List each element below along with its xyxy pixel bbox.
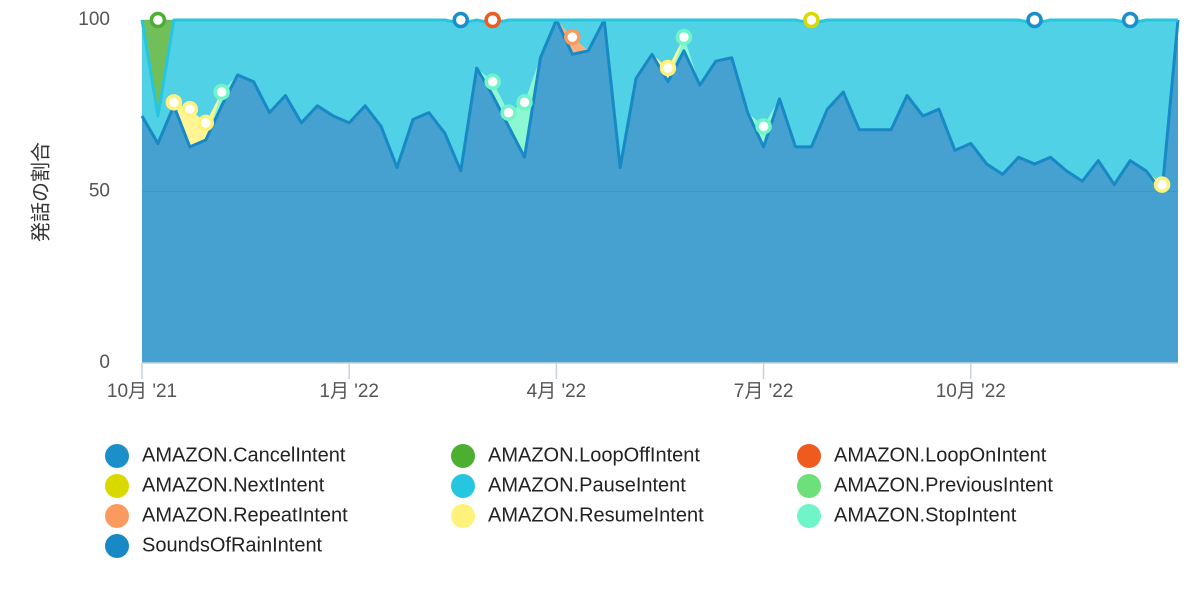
point-marker bbox=[675, 28, 693, 46]
legend-swatch bbox=[105, 474, 129, 498]
x-tick-label: 10月 '21 bbox=[107, 381, 177, 402]
legend-swatch bbox=[797, 444, 821, 468]
legend-label: SoundsOfRainIntent bbox=[142, 534, 323, 556]
legend-label: AMAZON.StopIntent bbox=[834, 504, 1017, 526]
point-marker bbox=[197, 114, 215, 132]
legend-label: AMAZON.ResumeIntent bbox=[488, 504, 704, 526]
legend-label: AMAZON.CancelIntent bbox=[142, 444, 346, 466]
point-marker bbox=[564, 28, 581, 46]
y-tick-label: 100 bbox=[78, 9, 110, 30]
point-marker bbox=[659, 59, 677, 77]
point-marker bbox=[452, 11, 470, 29]
point-marker bbox=[516, 94, 533, 111]
legend-swatch bbox=[797, 474, 821, 498]
y-tick-label: 0 bbox=[99, 352, 110, 373]
legend-swatch bbox=[451, 444, 475, 468]
legend-label: AMAZON.RepeatIntent bbox=[142, 504, 348, 526]
point-marker bbox=[149, 11, 167, 29]
legend-swatch bbox=[451, 504, 475, 528]
point-marker bbox=[213, 83, 230, 101]
point-marker bbox=[1153, 176, 1171, 193]
legend-label: AMAZON.PauseIntent bbox=[488, 474, 686, 496]
point-marker bbox=[803, 11, 820, 29]
area bbox=[142, 20, 1178, 185]
legend-label: AMAZON.LoopOffIntent bbox=[488, 444, 700, 466]
x-tick-label: 7月 '22 bbox=[734, 381, 794, 402]
point-marker bbox=[484, 73, 501, 90]
y-tick-label: 50 bbox=[89, 181, 110, 202]
legend-swatch bbox=[105, 534, 129, 558]
legend-swatch bbox=[451, 474, 475, 498]
x-tick-label: 4月 '22 bbox=[527, 381, 587, 402]
point-marker bbox=[484, 11, 501, 29]
area bbox=[142, 20, 1178, 363]
point-marker bbox=[1121, 11, 1139, 29]
point-marker bbox=[500, 104, 517, 121]
legend-swatch bbox=[105, 444, 129, 468]
y-axis-label: 発話の割合 bbox=[29, 142, 52, 242]
legend-label: AMAZON.PreviousIntent bbox=[834, 474, 1053, 496]
legend-swatch bbox=[105, 504, 129, 528]
point-marker bbox=[181, 100, 199, 118]
point-marker bbox=[165, 94, 183, 111]
point-marker bbox=[1026, 11, 1043, 29]
legend-swatch bbox=[797, 504, 821, 528]
x-tick-label: 10月 '22 bbox=[936, 381, 1006, 402]
x-tick-label: 1月 '22 bbox=[319, 381, 379, 402]
series-line bbox=[140, 18, 1178, 118]
legend-label: AMAZON.LoopOnIntent bbox=[834, 444, 1047, 466]
point-marker bbox=[755, 118, 772, 135]
legend-label: AMAZON.NextIntent bbox=[142, 474, 325, 496]
